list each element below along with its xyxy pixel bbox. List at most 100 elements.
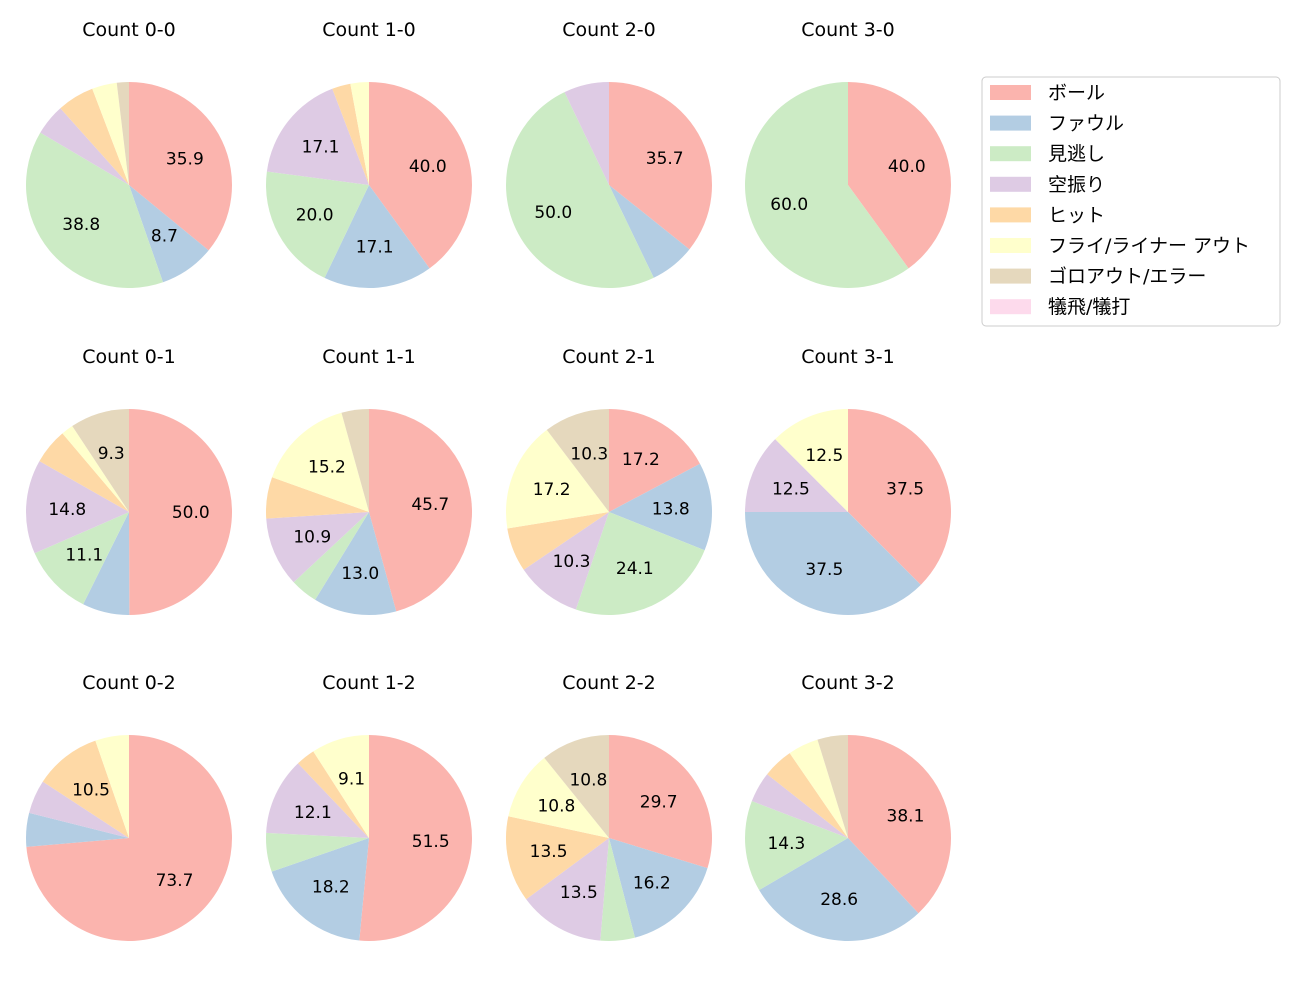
pie-title: Count 1-1 xyxy=(322,346,416,368)
slice-label: 10.5 xyxy=(72,780,110,800)
pie-slice xyxy=(266,171,369,278)
pie-slice xyxy=(745,512,921,615)
slice-label: 40.0 xyxy=(888,157,926,177)
pie-slice xyxy=(751,774,848,838)
pie-slice xyxy=(129,185,209,283)
pie-count-1-0: Count 1-0 40.0 17.1 20.0 17.1 xyxy=(266,19,472,288)
pie-count-3-0: Count 3-0 40.0 60.0 xyxy=(745,19,951,288)
legend-swatch xyxy=(990,207,1031,223)
legend-label: フライ/ライナー アウト xyxy=(1048,235,1250,257)
legend-item: ファウル xyxy=(990,113,1124,135)
slice-label: 17.1 xyxy=(302,138,340,158)
legend-swatch xyxy=(990,146,1031,162)
legend-item: 空振り xyxy=(990,174,1105,196)
slice-label: 9.3 xyxy=(98,444,125,464)
slice-label: 10.8 xyxy=(569,771,607,791)
legend-item: ボール xyxy=(990,82,1105,104)
pie-slice xyxy=(609,735,712,869)
pie-slice xyxy=(609,185,690,278)
pie-slice xyxy=(546,409,609,512)
slice-label: 73.7 xyxy=(156,871,194,891)
pie-slice xyxy=(42,740,130,838)
pie-count-0-0: Count 0-0 35.9 8.7 38.8 xyxy=(25,19,233,289)
legend-item: 見逃し xyxy=(990,143,1105,165)
pie-count-1-2: Count 1-2 51.5 18.2 12.1 9.1 xyxy=(266,672,472,941)
pie-count-0-1: Count 0-1 50.0 11.1 14.8 9.3 xyxy=(25,346,233,615)
slice-label: 45.7 xyxy=(411,495,449,515)
slice-label: 37.5 xyxy=(805,560,843,580)
slice-label: 12.5 xyxy=(805,446,843,466)
pie-slice xyxy=(271,838,369,941)
pie-slice xyxy=(609,463,712,551)
pie-slice xyxy=(350,82,369,185)
slice-label: 13.8 xyxy=(652,500,690,520)
pie-slice xyxy=(83,512,130,615)
pie-title: Count 2-1 xyxy=(562,346,656,368)
pie-slice xyxy=(745,801,848,891)
pie-slice xyxy=(341,409,369,512)
slice-label: 50.0 xyxy=(172,503,210,523)
pie-slice xyxy=(116,82,129,185)
pie-count-2-0: Count 2-0 35.7 50.0 xyxy=(506,19,712,288)
slice-label: 17.1 xyxy=(356,238,394,258)
slice-label: 13.5 xyxy=(560,883,598,903)
slice-label: 37.5 xyxy=(886,479,924,499)
pie-title: Count 2-2 xyxy=(562,672,656,694)
pie-slice xyxy=(62,426,129,512)
legend-label: ヒット xyxy=(1048,204,1105,226)
slice-label: 10.8 xyxy=(537,797,575,817)
pie-slice xyxy=(817,735,848,838)
legend-swatch xyxy=(990,85,1031,100)
pie-slice xyxy=(506,429,609,529)
pie-slice xyxy=(369,82,472,269)
pie-slice xyxy=(26,735,233,942)
pie-slice xyxy=(745,82,909,288)
pie-slice xyxy=(506,816,609,900)
slice-label: 17.2 xyxy=(533,480,571,500)
slice-label: 16.2 xyxy=(633,874,671,894)
pie-slice xyxy=(266,832,369,872)
slice-label: 35.7 xyxy=(646,149,684,169)
pie-slice xyxy=(29,781,130,838)
pie-slice xyxy=(609,82,712,250)
pie-slice xyxy=(40,108,129,185)
pie-slice xyxy=(600,838,635,942)
legend-label: 見逃し xyxy=(1048,143,1105,165)
pie-slice xyxy=(767,753,848,838)
pie-slice xyxy=(39,433,130,512)
pie-slice xyxy=(508,757,609,838)
pie-slice xyxy=(609,838,708,938)
legend-item: 犠飛/犠打 xyxy=(990,296,1130,318)
slice-label: 51.5 xyxy=(412,832,450,852)
slice-label: 12.1 xyxy=(294,803,332,823)
pie-count-3-1: Count 3-1 37.5 37.5 12.5 12.5 xyxy=(745,346,951,615)
pie-slice xyxy=(95,735,129,838)
slice-label: 9.1 xyxy=(338,770,365,790)
pie-slice xyxy=(266,88,369,185)
pie-slice xyxy=(848,409,951,585)
pie-slice xyxy=(315,512,397,615)
pie-count-0-2: Count 0-2 73.7 10.5 xyxy=(25,672,233,942)
slice-label: 18.2 xyxy=(312,878,350,898)
legend-swatch xyxy=(990,299,1031,315)
pie-slice xyxy=(775,409,848,512)
legend-swatch xyxy=(990,115,1031,131)
pie-slice xyxy=(60,88,129,185)
legend-item: フライ/ライナー アウト xyxy=(990,235,1250,257)
pie-title: Count 0-2 xyxy=(82,672,176,694)
pie-count-1-1: Count 1-1 45.7 13.0 10.9 15.2 xyxy=(266,346,473,615)
slice-label: 13.0 xyxy=(341,564,379,584)
legend-label: ファウル xyxy=(1048,113,1124,135)
pie-slice xyxy=(369,409,473,612)
slice-label: 50.0 xyxy=(534,203,572,223)
pie-slice xyxy=(129,82,233,251)
slice-label: 40.0 xyxy=(409,157,447,177)
pie-slice xyxy=(72,409,129,512)
pie-title: Count 0-0 xyxy=(82,19,176,41)
pie-title: Count 3-2 xyxy=(801,672,895,694)
legend-item: ゴロアウト/エラー xyxy=(990,266,1206,288)
pie-title: Count 0-1 xyxy=(82,346,176,368)
pie-slice xyxy=(92,82,129,185)
